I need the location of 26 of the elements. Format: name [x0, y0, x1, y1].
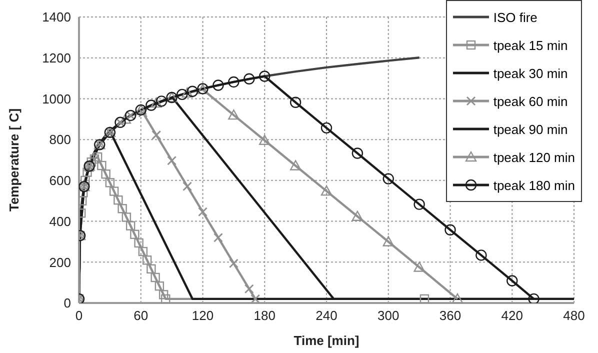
y-tick-label: 800	[49, 132, 71, 148]
legend-label: tpeak 90 min	[493, 122, 568, 136]
x-tick-label: 180	[254, 308, 276, 324]
y-axis-title: Temperature [ C]	[6, 108, 22, 212]
legend-label: tpeak 60 min	[493, 94, 568, 108]
y-tick-label: 400	[49, 214, 71, 229]
y-tick-label: 600	[49, 173, 71, 188]
legend-label: tpeak 180 min	[493, 178, 575, 192]
x-tick-label: 360	[439, 308, 462, 324]
y-tick-label: 1200	[42, 50, 71, 66]
y-tick-label: 1400	[42, 10, 71, 25]
legend-label: tpeak 15 min	[493, 38, 568, 52]
legend-label: ISO fire	[493, 10, 538, 24]
x-tick-label: 420	[501, 308, 523, 324]
x-tick-label: 120	[192, 308, 214, 324]
x-axis-title: Time [min]	[294, 333, 360, 348]
x-tick-label: 240	[316, 308, 338, 324]
x-tick-label: 300	[378, 308, 400, 324]
x-tick-label: 480	[563, 308, 585, 324]
legend-label: tpeak 120 min	[493, 150, 575, 164]
y-tick-label: 0	[64, 296, 71, 311]
y-tick-label: 200	[49, 254, 71, 270]
x-tick-label: 0	[75, 308, 83, 324]
legend-label: tpeak 30 min	[493, 66, 568, 80]
y-tick-label: 1000	[42, 91, 71, 106]
x-tick-label: 60	[134, 308, 148, 324]
